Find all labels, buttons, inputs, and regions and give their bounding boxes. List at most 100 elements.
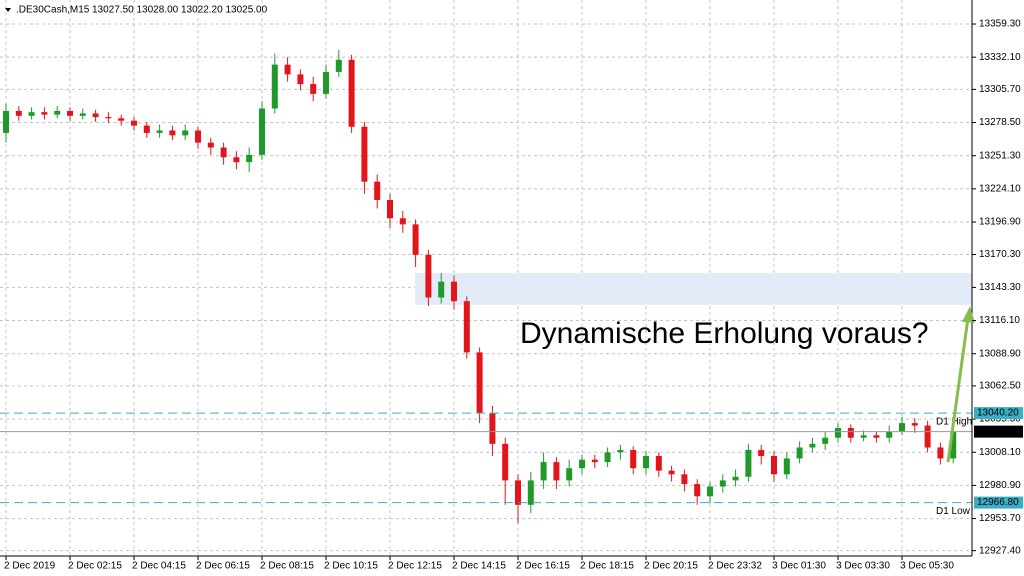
candle-body	[707, 486, 713, 497]
candle-body	[28, 112, 35, 116]
candle-body	[579, 459, 585, 469]
y-tick-label: 13088.90	[979, 348, 1021, 359]
candle-body	[758, 449, 765, 457]
candle-body	[630, 449, 637, 469]
candle-body	[182, 130, 189, 136]
candle-body	[822, 437, 829, 444]
candle-body	[92, 113, 99, 118]
annotation: Dynamische Erholung voraus?	[520, 317, 929, 350]
level-label-box	[974, 496, 1023, 509]
candle-body	[3, 110, 9, 133]
y-tick-label: 13305.70	[979, 84, 1021, 95]
y-tick-label: 13359.30	[979, 19, 1021, 30]
x-tick-label: 2 Dec 2019	[4, 561, 56, 572]
arrow-shaft	[946, 317, 970, 463]
candle-body	[271, 64, 278, 109]
candle-body	[515, 480, 521, 505]
candle-body	[79, 113, 86, 116]
candle-body	[719, 480, 726, 487]
y-tick-label: 13278.50	[979, 117, 1021, 128]
candle-body	[489, 413, 496, 444]
candle-body	[220, 147, 227, 158]
x-tick-label: 2 Dec 16:15	[516, 561, 570, 572]
level-label-box	[974, 407, 1023, 420]
candle-body	[899, 423, 905, 432]
candle-body	[323, 71, 329, 94]
candle-body	[15, 110, 22, 116]
candle-body	[310, 84, 317, 94]
x-tick-label: 2 Dec 02:15	[68, 561, 122, 572]
candle-body	[847, 427, 854, 438]
x-tick-label: 3 Dec 05:30	[900, 561, 954, 572]
candle-body	[195, 130, 201, 143]
y-tick-label: 13143.30	[979, 282, 1021, 293]
candle-body	[668, 470, 675, 475]
candle-body	[681, 474, 688, 485]
candle-body	[438, 281, 445, 298]
y-tick-label: 13332.10	[979, 52, 1021, 63]
bid-label-box	[974, 425, 1023, 438]
candle-body	[553, 462, 560, 481]
candle-body	[118, 118, 125, 121]
candle-body	[361, 126, 368, 182]
candle-body	[924, 425, 931, 448]
candle-body	[169, 130, 176, 136]
candle-body	[860, 435, 867, 438]
candle-body	[374, 181, 381, 200]
y-tick-label: 12980.90	[979, 480, 1021, 491]
candle-body	[425, 254, 432, 298]
candle-body	[694, 484, 701, 497]
candle-body	[937, 447, 944, 459]
candle-body	[771, 456, 777, 475]
candle-body	[643, 456, 649, 469]
candle-body	[284, 64, 291, 75]
candle-body	[67, 110, 73, 116]
candle-body	[873, 435, 880, 438]
candle-body	[387, 199, 393, 219]
candle-body	[335, 59, 342, 72]
candle-body	[950, 431, 957, 459]
x-tick-label: 3 Dec 01:30	[772, 561, 826, 572]
candle-body	[911, 423, 918, 426]
zone	[415, 273, 972, 305]
candle-body	[348, 59, 355, 127]
x-tick-label: 2 Dec 18:15	[580, 561, 634, 572]
x-tick-label: 2 Dec 04:15	[132, 561, 186, 572]
candle-body	[143, 125, 150, 133]
y-tick-label: 12927.40	[979, 545, 1021, 556]
candle-body	[809, 443, 816, 448]
candle-body	[54, 110, 61, 115]
candle-body	[451, 281, 457, 302]
candle-body	[131, 120, 137, 126]
candle-body	[399, 218, 406, 225]
candle-body	[796, 447, 803, 459]
x-tick-label: 2 Dec 06:15	[196, 561, 250, 572]
candle-body	[655, 456, 662, 471]
candle-body	[463, 301, 470, 353]
quote: 13027.50 13028.00 13022.20 13025.00	[92, 5, 268, 16]
candle-body	[476, 352, 483, 414]
x-tick-label: 2 Dec 20:15	[644, 561, 698, 572]
symbol: .DE30Cash,M15	[16, 5, 90, 16]
candle-body	[412, 224, 419, 255]
y-tick-label: 13062.50	[979, 381, 1021, 392]
candle-body	[566, 468, 573, 481]
x-tick-label: 2 Dec 10:15	[324, 561, 378, 572]
y-tick-label: 13224.10	[979, 184, 1021, 195]
candle-body	[835, 427, 841, 438]
candle-body	[540, 462, 547, 481]
candle-body	[246, 154, 253, 163]
candle-body	[886, 431, 893, 438]
x-tick-label: 3 Dec 03:30	[836, 561, 890, 572]
candle-body	[527, 480, 534, 505]
candle-body	[41, 112, 48, 115]
candle-body	[591, 459, 598, 463]
grid	[0, 0, 972, 556]
x-tick-label: 2 Dec 12:15	[388, 561, 442, 572]
menu-arrow[interactable]	[5, 8, 11, 12]
candle-body	[604, 452, 611, 463]
y-tick-label: 13116.10	[979, 315, 1020, 326]
candle-body	[617, 449, 624, 453]
